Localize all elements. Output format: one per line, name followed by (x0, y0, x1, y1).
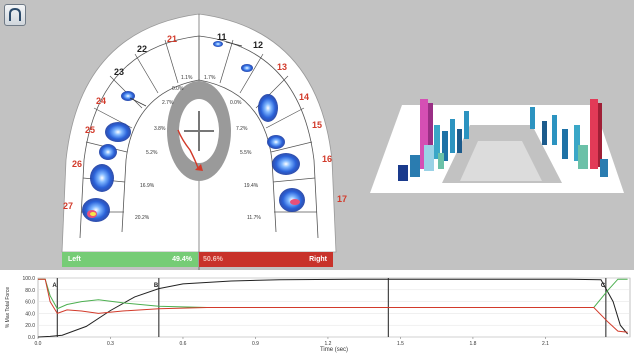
pressure-blobs-right (213, 41, 305, 212)
pressure-blobs-left (82, 91, 135, 222)
arch-icon (9, 7, 21, 21)
y-tick-label: 0.0 (28, 335, 35, 341)
marker-label: B (154, 283, 159, 289)
tooth-12[interactable]: 12 (253, 40, 264, 50)
force-time-chart[interactable]: 0.0 20.0 40.0 60.0 80.0 100.0 0.0 0.3 0.6 0.9 1.2 1… (0, 270, 634, 353)
tooth-21[interactable]: 21 (167, 34, 178, 44)
right-pressure-columns (530, 99, 608, 177)
left-force-bar: Left 49.4% (62, 252, 198, 267)
right-label: Right (309, 256, 327, 263)
center-of-force-trajectory (177, 129, 199, 169)
tooth-24[interactable]: 24 (96, 96, 107, 106)
x-tick-label: 2.1 (542, 341, 549, 347)
y-tick-label: 80.0 (25, 288, 35, 294)
percent-label: 20.2% (135, 215, 150, 221)
tooth-22[interactable]: 22 (137, 44, 148, 54)
percent-label: 0.0% (172, 86, 184, 92)
home-button[interactable] (4, 4, 26, 26)
y-tick-label: 20.0 (25, 323, 35, 329)
percent-label: 5.5% (240, 150, 252, 156)
tooth-13[interactable]: 13 (277, 62, 288, 72)
x-tick-label: 0.3 (107, 341, 114, 347)
tooth-17[interactable]: 17 (337, 194, 348, 204)
marker-label: C (601, 283, 606, 289)
series-line (37, 278, 628, 338)
percent-label: 5.2% (146, 150, 158, 156)
series-line (38, 278, 628, 310)
y-tick-label: 40.0 (25, 311, 35, 317)
tooth-15[interactable]: 15 (312, 120, 323, 130)
x-tick-label: 1.8 (469, 341, 476, 347)
x-tick-label: 1.2 (324, 341, 331, 347)
percent-label: 3.8% (154, 126, 166, 132)
x-tick-label: 1.5 (397, 341, 404, 347)
percent-label: 16.9% (140, 183, 155, 189)
percent-label: 19.4% (244, 183, 259, 189)
y-tick-label: 100.0 (22, 276, 35, 282)
x-tick-label: 0.0 (35, 341, 42, 347)
right-force-bar: 50.6% Right (199, 252, 333, 267)
marker-label: A (52, 283, 57, 289)
percent-label: 7.2% (236, 126, 248, 132)
dental-arch-map[interactable] (0, 0, 634, 270)
tooth-25[interactable]: 25 (85, 125, 96, 135)
3d-pressure-view[interactable] (362, 85, 634, 205)
tooth-23[interactable]: 23 (114, 67, 125, 77)
x-tick-label: 0.6 (180, 341, 187, 347)
tooth-11[interactable]: 11 (217, 32, 227, 42)
x-axis-label: Time (sec) (320, 347, 348, 353)
percent-label: 0.0% (230, 100, 242, 106)
y-tick-label: 60.0 (25, 300, 35, 306)
percent-label: 1.1% (181, 75, 193, 81)
tooth-14[interactable]: 14 (299, 92, 310, 102)
tooth-16[interactable]: 16 (322, 154, 333, 164)
tooth-26[interactable]: 26 (72, 159, 83, 169)
percent-label: 11.7% (247, 215, 261, 221)
left-pressure-columns (398, 99, 469, 181)
percent-label: 2.7% (162, 100, 174, 106)
left-label: Left (68, 256, 81, 263)
percent-label: 1.7% (204, 75, 216, 81)
left-percent: 49.4% (172, 256, 192, 263)
x-tick-label: 0.9 (252, 341, 259, 347)
right-percent: 50.6% (203, 256, 223, 263)
tooth-27[interactable]: 27 (63, 201, 74, 211)
y-axis-label: % Max Total Force (5, 287, 11, 329)
series-line (38, 278, 628, 333)
